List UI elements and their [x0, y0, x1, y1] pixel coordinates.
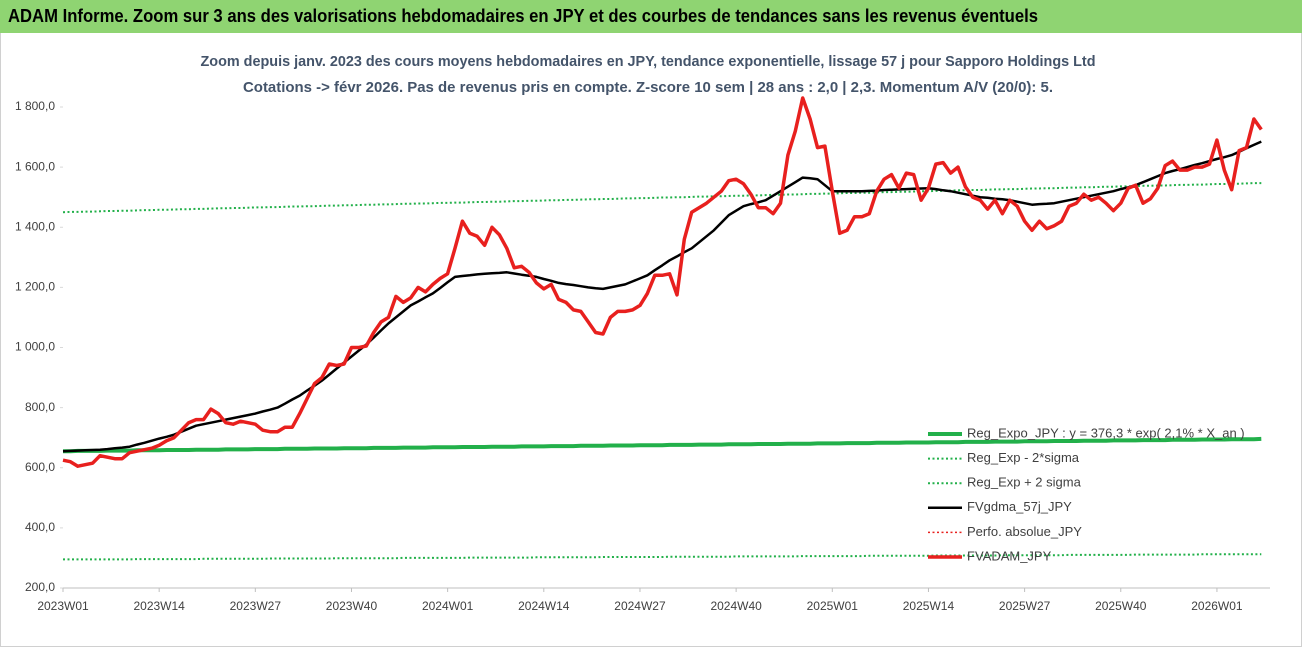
x-tick-label: 2026W01 — [1191, 599, 1243, 613]
y-tick-label: 200,0 — [25, 580, 55, 594]
x-tick-label: 2024W01 — [422, 599, 474, 613]
header-bar — [0, 0, 1302, 33]
series-line — [63, 436, 1262, 454]
x-tick-label: 2024W27 — [614, 599, 666, 613]
series-line — [63, 553, 1262, 561]
y-tick-label: 1 200,0 — [15, 280, 55, 294]
y-tick-label: 800,0 — [25, 400, 55, 414]
header-title: ADAM Informe. Zoom sur 3 ans des valoris… — [8, 6, 1038, 26]
legend-label: Perfo. absolue_JPY — [967, 524, 1082, 539]
y-tick-label: 1 800,0 — [15, 99, 55, 113]
x-tick-label: 2024W40 — [710, 599, 762, 613]
y-tick-label: 1 600,0 — [15, 159, 55, 173]
x-tick-label: 2023W27 — [230, 599, 282, 613]
x-tick-label: 2023W40 — [326, 599, 378, 613]
y-tick-label: 1 400,0 — [15, 219, 55, 233]
x-tick-label: 2024W14 — [518, 599, 570, 613]
x-tick-label: 2025W40 — [1095, 599, 1147, 613]
chart-subtitle: Cotations -> févr 2026. Pas de revenus p… — [243, 79, 1053, 96]
x-tick-label: 2025W27 — [999, 599, 1051, 613]
legend-label: FVgdma_57j_JPY — [967, 499, 1072, 514]
x-tick-label: 2025W14 — [903, 599, 955, 613]
y-tick-label: 400,0 — [25, 520, 55, 534]
x-tick-label: 2025W01 — [807, 599, 859, 613]
legend-label: FVADAM_JPY — [967, 548, 1052, 563]
series-line — [62, 140, 1262, 453]
y-tick-label: 1 000,0 — [15, 340, 55, 354]
chart-title: Zoom depuis janv. 2023 des cours moyens … — [201, 53, 1096, 70]
series-line — [62, 96, 1263, 468]
y-tick-label: 600,0 — [25, 460, 55, 474]
legend-label: Reg_Exp - 2*sigma — [967, 450, 1080, 465]
x-tick-label: 2023W01 — [37, 599, 89, 613]
legend-label: Reg_Exp + 2 sigma — [967, 475, 1082, 490]
x-tick-label: 2023W14 — [133, 599, 185, 613]
legend-label: Reg_Expo_JPY : y = 376,3 * exp( 2,1% * X… — [967, 425, 1245, 440]
series-line — [62, 182, 1262, 214]
